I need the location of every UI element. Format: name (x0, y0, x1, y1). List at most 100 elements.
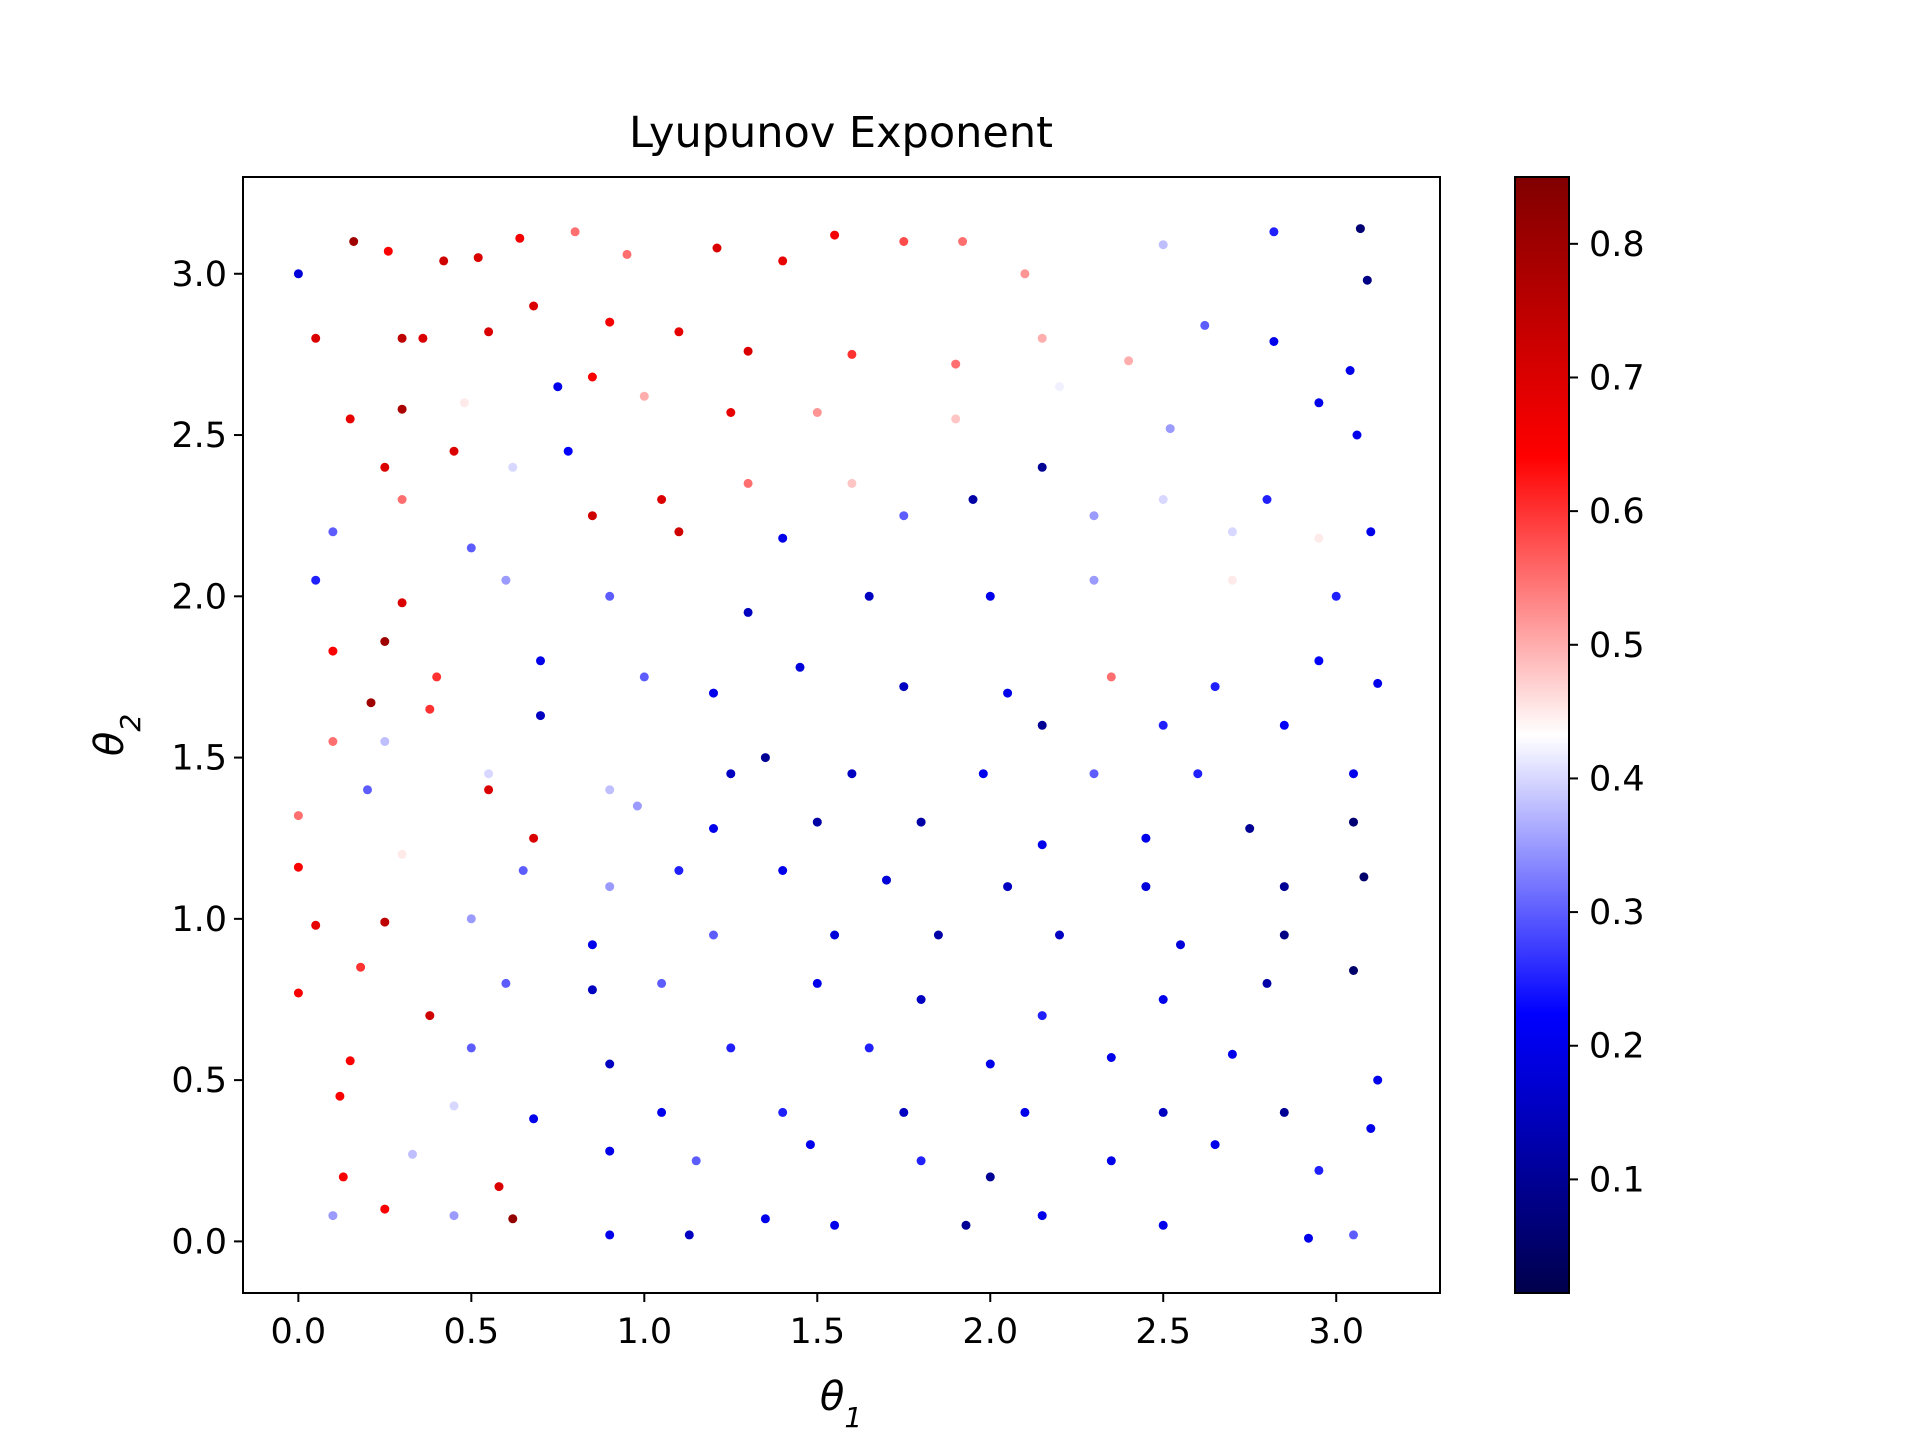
data-point (293, 862, 303, 872)
data-point (1279, 882, 1289, 892)
data-point (812, 408, 822, 417)
data-point (1349, 1230, 1358, 1240)
data-point (968, 495, 978, 504)
data-point (1020, 1107, 1030, 1117)
data-point (397, 404, 407, 414)
data-point (449, 446, 459, 456)
data-point (553, 382, 563, 392)
data-point (605, 785, 615, 795)
data-point (864, 591, 874, 601)
data-point (899, 1107, 909, 1117)
y-tick-label: 0.0 (171, 1222, 227, 1262)
data-point (605, 1146, 615, 1156)
colorbar-tick-label: 0.8 (1589, 225, 1645, 265)
data-point (985, 1059, 995, 1069)
data-point (1158, 495, 1168, 504)
data-point (449, 1211, 459, 1221)
data-point (1345, 366, 1355, 375)
y-tick-label: 1.0 (171, 900, 227, 940)
y-tick-label: 1.5 (171, 739, 227, 779)
data-point (709, 824, 718, 833)
data-point (605, 1059, 615, 1069)
data-point (709, 688, 718, 698)
data-point (899, 511, 909, 521)
data-point (1279, 1107, 1289, 1117)
data-point (864, 1043, 874, 1053)
data-point (335, 1091, 345, 1101)
data-point (961, 1220, 971, 1230)
data-point (484, 769, 494, 779)
data-point (1037, 720, 1047, 730)
x-tick-label: 0.5 (443, 1312, 499, 1352)
data-point (425, 1011, 435, 1021)
data-point (1349, 817, 1358, 827)
data-point (830, 230, 840, 240)
data-point (1037, 462, 1047, 472)
data-point (293, 811, 303, 821)
data-point (778, 866, 788, 875)
data-point (380, 1204, 390, 1214)
data-point (605, 591, 615, 601)
data-point (1124, 356, 1134, 366)
data-point (951, 414, 961, 424)
colorbar-tick-label: 0.4 (1589, 759, 1645, 799)
data-point (501, 978, 511, 988)
data-point (1158, 240, 1168, 250)
data-point (1262, 495, 1272, 504)
x-tick-label: 0.0 (271, 1312, 327, 1352)
data-point (726, 769, 736, 779)
data-point (1106, 1156, 1116, 1166)
data-point (529, 833, 539, 843)
plot-frame (242, 176, 1441, 1294)
data-point (847, 478, 857, 488)
data-point (1366, 1124, 1376, 1133)
data-point (345, 1056, 355, 1066)
data-point (425, 704, 435, 714)
data-point (508, 462, 518, 472)
data-point (632, 801, 642, 811)
data-point (449, 1101, 459, 1111)
data-point (1227, 575, 1237, 585)
data-point (473, 253, 483, 263)
data-point (293, 269, 303, 279)
data-point (1158, 995, 1168, 1004)
data-point (622, 249, 632, 259)
data-point (1089, 769, 1099, 779)
data-point (380, 917, 390, 927)
data-point (338, 1172, 348, 1182)
data-point (985, 591, 995, 601)
data-point (760, 1214, 770, 1224)
data-point (363, 785, 372, 795)
data-points (293, 224, 1383, 1243)
data-point (795, 662, 805, 672)
colorbar-frame (1514, 176, 1570, 1294)
data-point (356, 962, 366, 972)
data-point (1106, 1053, 1116, 1062)
data-point (1269, 227, 1279, 237)
data-point (985, 1172, 995, 1182)
data-point (1089, 575, 1099, 585)
data-point (812, 817, 822, 827)
data-point (726, 408, 736, 417)
data-point (466, 1043, 476, 1053)
data-point (1352, 430, 1362, 440)
data-point (587, 372, 597, 382)
data-point (830, 930, 840, 940)
data-point (418, 333, 428, 343)
data-point (484, 327, 494, 337)
colorbar-tick-label: 0.1 (1589, 1160, 1645, 1200)
data-point (605, 317, 615, 327)
data-point (1279, 930, 1289, 940)
data-point (1037, 333, 1047, 343)
data-point (958, 237, 968, 246)
data-point (311, 575, 321, 585)
y-axis: 0.0 0.5 1.0 1.5 2.0 2.5 3.0 (171, 255, 243, 1262)
data-point (657, 1107, 667, 1117)
data-point (1003, 882, 1013, 892)
data-point (397, 333, 407, 343)
data-point (1106, 672, 1116, 682)
chart-title: Lyupunov Exponent (629, 108, 1053, 158)
data-point (830, 1220, 840, 1230)
data-point (328, 737, 338, 746)
data-point (1176, 940, 1185, 950)
